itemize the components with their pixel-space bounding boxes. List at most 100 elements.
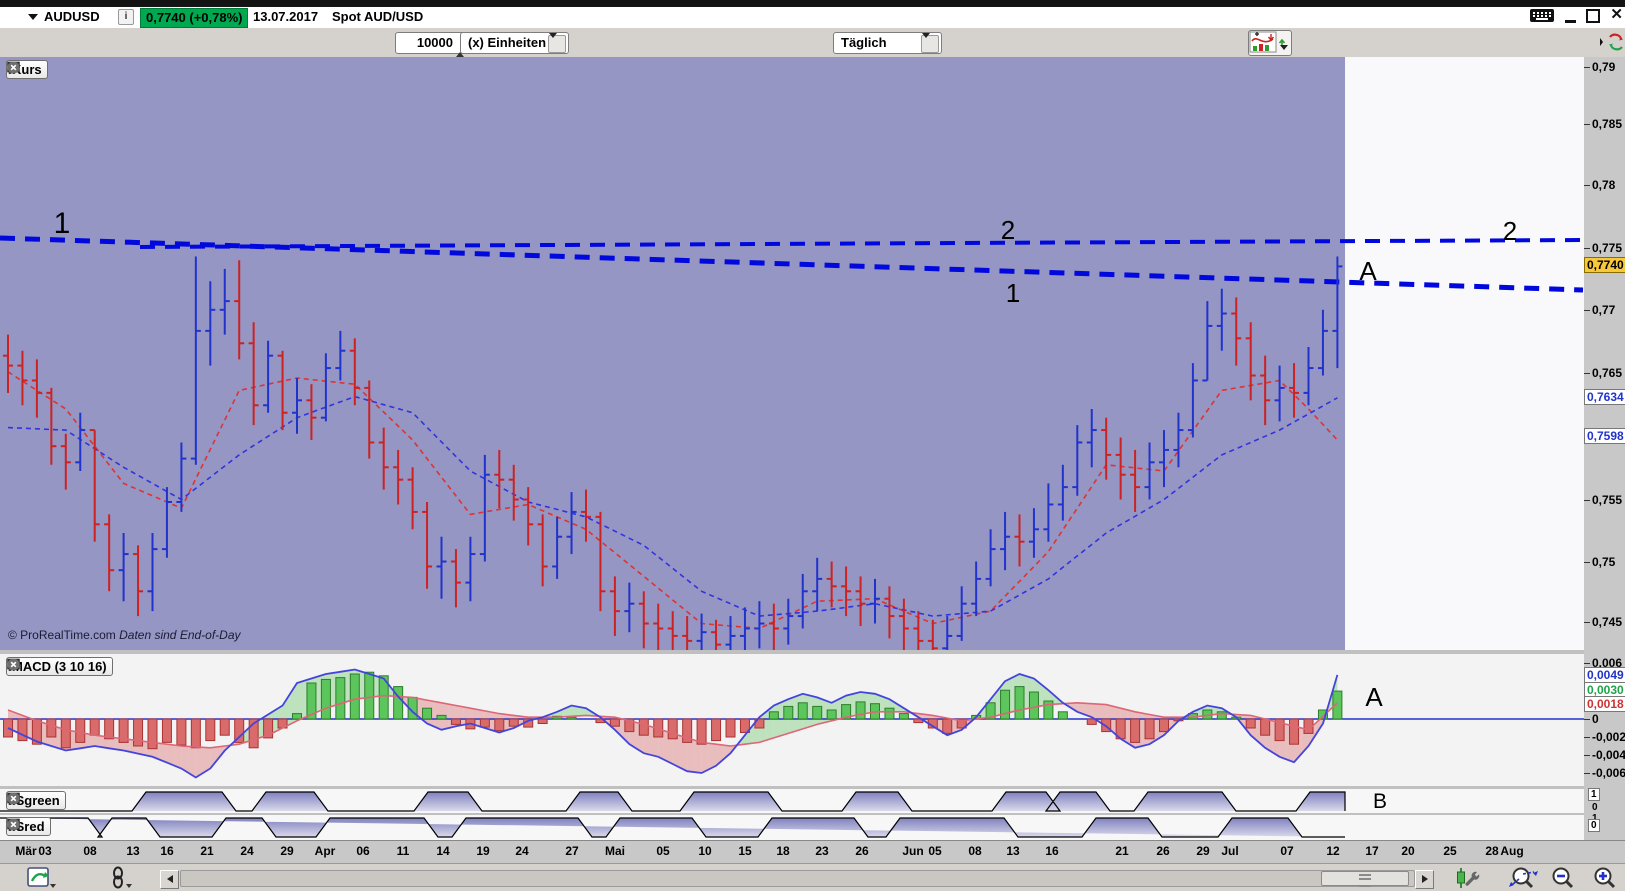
axis-tick-label: 0 bbox=[1592, 802, 1598, 813]
axis-tick-label: 0 bbox=[1584, 712, 1599, 726]
time-axis-label: 19 bbox=[476, 844, 490, 858]
time-axis-label: 13 bbox=[1006, 844, 1020, 858]
isgreen-panel-header[interactable]: ISgreen bbox=[6, 791, 66, 810]
zoom-selection-icon[interactable] bbox=[1506, 866, 1538, 890]
axis-tick-label: 0,78 bbox=[1583, 178, 1616, 192]
time-axis-label: 05 bbox=[928, 844, 942, 858]
zoom-in-icon[interactable] bbox=[1590, 866, 1620, 890]
scroll-left-button[interactable] bbox=[160, 870, 179, 889]
isred-panel-title: ISred bbox=[12, 819, 45, 834]
axis-tick-label: 0,785 bbox=[1583, 117, 1623, 131]
chevron-down-icon bbox=[549, 33, 557, 53]
quantity-value: 10000 bbox=[416, 35, 453, 50]
svg-text:A: A bbox=[1365, 682, 1383, 712]
units-dropdown-value: (x) Einheiten bbox=[468, 35, 547, 50]
price-panel[interactable]: 1 2 1 2 A Kurs © ProRealTime.com Daten sind … bbox=[0, 57, 1585, 650]
scrollbar-thumb[interactable] bbox=[1321, 871, 1409, 887]
units-dropdown-button[interactable] bbox=[548, 33, 566, 53]
time-axis-label: Apr bbox=[314, 844, 336, 858]
scroll-right-button[interactable] bbox=[1415, 870, 1434, 889]
svg-text:2: 2 bbox=[1001, 215, 1015, 245]
price-axis-gutter[interactable]: 0,79 0,785 0,78 0,775 0,77 0,765 0,755 0,75 0,74… bbox=[1583, 57, 1625, 840]
maximize-icon[interactable] bbox=[1585, 9, 1600, 23]
zoom-out-icon[interactable] bbox=[1548, 866, 1578, 890]
close-icon[interactable] bbox=[7, 818, 20, 831]
axis-tick-label: 0,006 bbox=[1583, 656, 1623, 670]
time-axis-label: 16 bbox=[1045, 844, 1059, 858]
scrollbar-grip-icon bbox=[1359, 874, 1371, 887]
axis-tick-label: 0,755 bbox=[1583, 493, 1623, 507]
close-icon[interactable] bbox=[7, 792, 20, 805]
close-icon[interactable] bbox=[7, 61, 20, 74]
time-axis-label: 18 bbox=[776, 844, 790, 858]
chart-settings-icon[interactable] bbox=[1452, 866, 1482, 890]
axis-tick-label: -0,004 bbox=[1583, 748, 1625, 762]
time-scrollbar[interactable] bbox=[180, 870, 1415, 887]
time-axis-label: Mai bbox=[604, 844, 625, 858]
link-charts-icon[interactable] bbox=[108, 866, 138, 890]
time-axis-label: 14 bbox=[436, 844, 450, 858]
axis-tick-label: 0,79 bbox=[1583, 60, 1616, 74]
refresh-icon[interactable] bbox=[1600, 31, 1625, 54]
instrument-title-bar: AUDUSD i 0,7740 (+0,78%) 13.07.2017 Spot… bbox=[0, 7, 1625, 28]
macd-panel[interactable]: A MACD (3 10 16) bbox=[0, 654, 1585, 786]
price-panel-header[interactable]: Kurs bbox=[6, 60, 48, 79]
time-axis-label: 27 bbox=[565, 844, 579, 858]
quote-date: 13.07.2017 bbox=[253, 9, 319, 24]
window-top-strip bbox=[0, 0, 1625, 7]
axis-tick-label: 1 bbox=[1592, 813, 1598, 824]
time-axis-label: Jul bbox=[1221, 844, 1239, 858]
symbol-label[interactable]: AUDUSD bbox=[44, 9, 100, 24]
time-axis-label: 13 bbox=[126, 844, 140, 858]
chart-type-button[interactable] bbox=[1248, 30, 1292, 56]
quantity-stepper[interactable]: 10000 bbox=[395, 32, 472, 57]
axis-tick-label: -0,006 bbox=[1583, 766, 1625, 780]
axis-tick-label: 0,77 bbox=[1583, 303, 1616, 317]
time-axis[interactable]: Mär 03 08 13 16 21 24 29 Apr 06 11 14 19 24 27 Mai 05 10 1… bbox=[0, 840, 1625, 864]
axis-tick-label: 0,75 bbox=[1583, 555, 1616, 569]
time-axis-label: 17 bbox=[1365, 844, 1379, 858]
isgreen-panel[interactable]: B ISgreen bbox=[0, 789, 1585, 813]
time-axis-label: 12 bbox=[1326, 844, 1340, 858]
svg-text:1: 1 bbox=[54, 207, 71, 240]
chevron-down-icon bbox=[1280, 45, 1288, 50]
isred-value-badge: 0 bbox=[1588, 819, 1600, 832]
axis-value-badge: 0,0030 bbox=[1584, 682, 1625, 698]
arrow-left-icon bbox=[166, 875, 173, 883]
close-icon[interactable] bbox=[7, 658, 20, 671]
axis-value-badge: 0,0049 bbox=[1584, 667, 1625, 683]
macd-panel-title: MACD (3 10 16) bbox=[12, 659, 107, 674]
time-axis-label: 08 bbox=[83, 844, 97, 858]
time-axis-label: 25 bbox=[1443, 844, 1457, 858]
axis-tick-label: 0,745 bbox=[1583, 615, 1623, 629]
time-axis-label: 21 bbox=[1115, 844, 1129, 858]
macd-panel-header[interactable]: MACD (3 10 16) bbox=[6, 657, 113, 676]
time-axis-label: 24 bbox=[240, 844, 254, 858]
isred-panel-header[interactable]: ISred bbox=[6, 817, 51, 836]
isgreen-value-badge: 1 bbox=[1588, 788, 1600, 801]
time-axis-label: 23 bbox=[815, 844, 829, 858]
time-axis-label: 20 bbox=[1401, 844, 1415, 858]
info-icon[interactable]: i bbox=[118, 9, 134, 25]
window-controls: ✕ bbox=[1524, 7, 1623, 27]
isgreen-panel-title: ISgreen bbox=[12, 793, 60, 808]
isred-panel[interactable]: ISred bbox=[0, 815, 1585, 840]
keyboard-icon[interactable] bbox=[1530, 7, 1555, 28]
time-axis-label: 05 bbox=[656, 844, 670, 858]
timeframe-dropdown[interactable]: Täglich bbox=[833, 32, 942, 54]
export-chart-icon[interactable] bbox=[26, 866, 56, 890]
time-axis-label: 07 bbox=[1280, 844, 1294, 858]
chart-type-icon bbox=[1249, 31, 1286, 53]
time-axis-label: 15 bbox=[738, 844, 752, 858]
minimize-icon[interactable] bbox=[1564, 8, 1576, 23]
close-icon[interactable]: ✕ bbox=[1610, 6, 1623, 23]
units-dropdown[interactable]: (x) Einheiten bbox=[460, 32, 569, 54]
timeframe-dropdown-button[interactable] bbox=[921, 33, 939, 53]
axis-value-badge: 0,0018 bbox=[1584, 696, 1625, 712]
svg-text:A: A bbox=[1359, 256, 1377, 286]
time-axis-label: 11 bbox=[396, 844, 410, 858]
axis-tick-label: -0,002 bbox=[1583, 730, 1625, 744]
symbol-dropdown-icon[interactable] bbox=[28, 14, 38, 20]
